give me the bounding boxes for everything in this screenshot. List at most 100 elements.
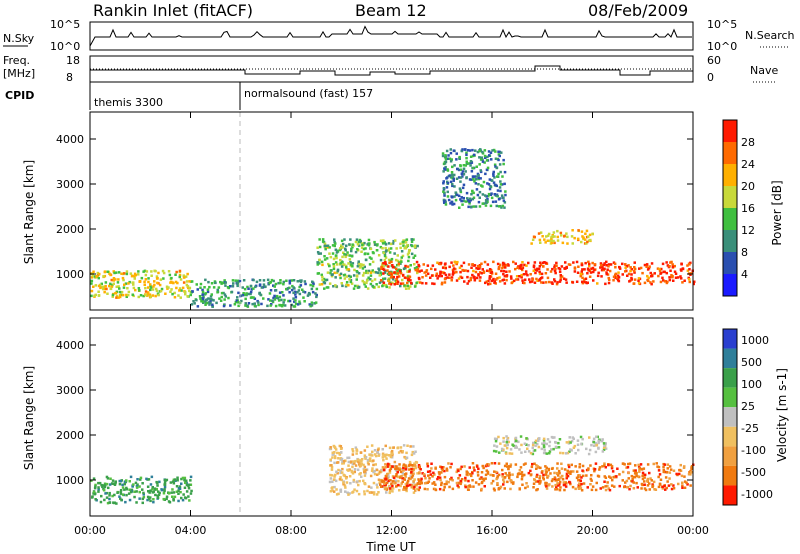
heatmap-cell bbox=[165, 478, 169, 482]
heatmap-cell bbox=[416, 269, 419, 273]
heatmap-cell bbox=[390, 482, 393, 485]
heatmap-cell bbox=[283, 298, 286, 302]
heatmap-cell bbox=[171, 495, 174, 498]
heatmap-cell bbox=[401, 472, 404, 475]
heatmap-cell bbox=[170, 288, 173, 291]
heatmap-cell bbox=[486, 263, 490, 266]
heatmap-cell bbox=[93, 486, 97, 490]
heatmap-cell bbox=[548, 239, 552, 242]
heatmap-cell bbox=[484, 201, 488, 204]
heatmap-cell bbox=[386, 269, 389, 272]
heatmap-cell bbox=[177, 294, 180, 297]
heatmap-cell bbox=[520, 443, 523, 447]
heatmap-cell bbox=[98, 272, 101, 276]
heatmap-cell bbox=[576, 271, 580, 274]
heatmap-cell bbox=[553, 269, 557, 273]
heatmap-cell bbox=[586, 486, 589, 489]
heatmap-cell bbox=[147, 280, 150, 284]
heatmap-cell bbox=[462, 261, 466, 265]
heatmap-cell bbox=[593, 469, 596, 473]
heatmap-cell bbox=[581, 268, 584, 271]
heatmap-cell bbox=[597, 447, 600, 450]
heatmap-cell bbox=[471, 263, 474, 266]
heatmap-cell bbox=[350, 282, 354, 285]
heatmap-cell bbox=[441, 468, 444, 472]
heatmap-cell bbox=[514, 446, 517, 449]
heatmap-cell bbox=[666, 463, 670, 466]
heatmap-cell bbox=[351, 472, 355, 475]
heatmap-cell bbox=[360, 246, 364, 249]
heatmap-cell bbox=[332, 285, 335, 288]
heatmap-cell bbox=[497, 435, 500, 439]
heatmap-cell bbox=[498, 451, 501, 454]
heatmap-cell bbox=[388, 251, 392, 254]
heatmap-cell bbox=[469, 198, 472, 202]
heatmap-cell bbox=[482, 479, 486, 482]
heatmap-cell bbox=[157, 271, 160, 275]
heatmap-cell bbox=[310, 301, 314, 304]
heatmap-cell bbox=[376, 451, 379, 454]
heatmap-cell bbox=[451, 272, 455, 275]
heatmap-cell bbox=[559, 276, 563, 279]
heatmap-cell bbox=[466, 197, 469, 200]
heatmap-cell bbox=[533, 261, 537, 264]
heatmap-cell bbox=[420, 480, 423, 483]
heatmap-cell bbox=[502, 272, 505, 276]
heatmap-cell bbox=[327, 262, 330, 266]
heatmap-cell bbox=[387, 270, 391, 274]
heatmap-cell bbox=[184, 496, 188, 500]
heatmap-cell bbox=[367, 269, 371, 273]
heatmap-cell bbox=[557, 267, 560, 270]
heatmap-cell bbox=[182, 493, 185, 496]
heatmap-cell bbox=[123, 488, 126, 491]
heatmap-cell bbox=[618, 484, 621, 488]
heatmap-cell bbox=[581, 280, 584, 284]
heatmap-cell bbox=[538, 270, 541, 274]
heatmap-cell bbox=[485, 195, 488, 198]
heatmap-cell bbox=[554, 445, 558, 449]
heatmap-cell bbox=[207, 301, 211, 304]
heatmap-cell bbox=[187, 495, 190, 498]
heatmap-cell bbox=[399, 449, 403, 453]
heatmap-cell bbox=[477, 200, 481, 204]
heatmap-cell bbox=[149, 496, 152, 499]
heatmap-cell bbox=[556, 281, 559, 284]
heatmap-cell bbox=[117, 271, 121, 274]
heatmap-cell bbox=[362, 479, 365, 483]
heatmap-cell bbox=[363, 282, 366, 286]
heatmap-cell bbox=[333, 271, 336, 275]
heatmap-cell bbox=[117, 278, 120, 281]
heatmap-cell bbox=[603, 464, 606, 467]
heatmap-cell bbox=[410, 453, 414, 457]
heatmap-cell bbox=[663, 280, 667, 283]
heatmap-cell bbox=[562, 481, 566, 484]
heatmap-cell bbox=[346, 468, 349, 472]
heatmap-cell bbox=[479, 148, 482, 151]
heatmap-cell bbox=[669, 468, 673, 471]
heatmap-cell bbox=[524, 450, 527, 453]
heatmap-cell bbox=[377, 254, 381, 257]
heatmap-cell bbox=[429, 276, 432, 279]
heatmap-cell bbox=[183, 486, 187, 489]
heatmap-cell bbox=[456, 484, 459, 487]
heatmap-cell bbox=[407, 251, 411, 254]
heatmap-cell bbox=[486, 155, 489, 159]
heatmap-cell bbox=[270, 303, 273, 306]
heatmap-cell bbox=[523, 263, 526, 267]
heatmap-cell bbox=[187, 487, 191, 490]
heatmap-cell bbox=[345, 281, 349, 284]
heatmap-cell bbox=[556, 235, 559, 239]
heatmap-cell bbox=[570, 463, 573, 467]
heatmap-cell bbox=[537, 232, 541, 235]
heatmap-cell bbox=[467, 263, 471, 266]
heatmap-cell bbox=[542, 281, 545, 284]
heatmap-cell bbox=[359, 240, 362, 243]
heatmap-cell bbox=[121, 486, 125, 489]
heatmap-cell bbox=[398, 268, 401, 271]
heatmap-cell bbox=[522, 463, 526, 466]
heatmap-cell bbox=[505, 446, 509, 450]
heatmap-cell bbox=[408, 275, 412, 279]
heatmap-cell bbox=[149, 499, 152, 503]
heatmap-cell bbox=[634, 464, 637, 467]
heatmap-cell bbox=[209, 297, 212, 301]
